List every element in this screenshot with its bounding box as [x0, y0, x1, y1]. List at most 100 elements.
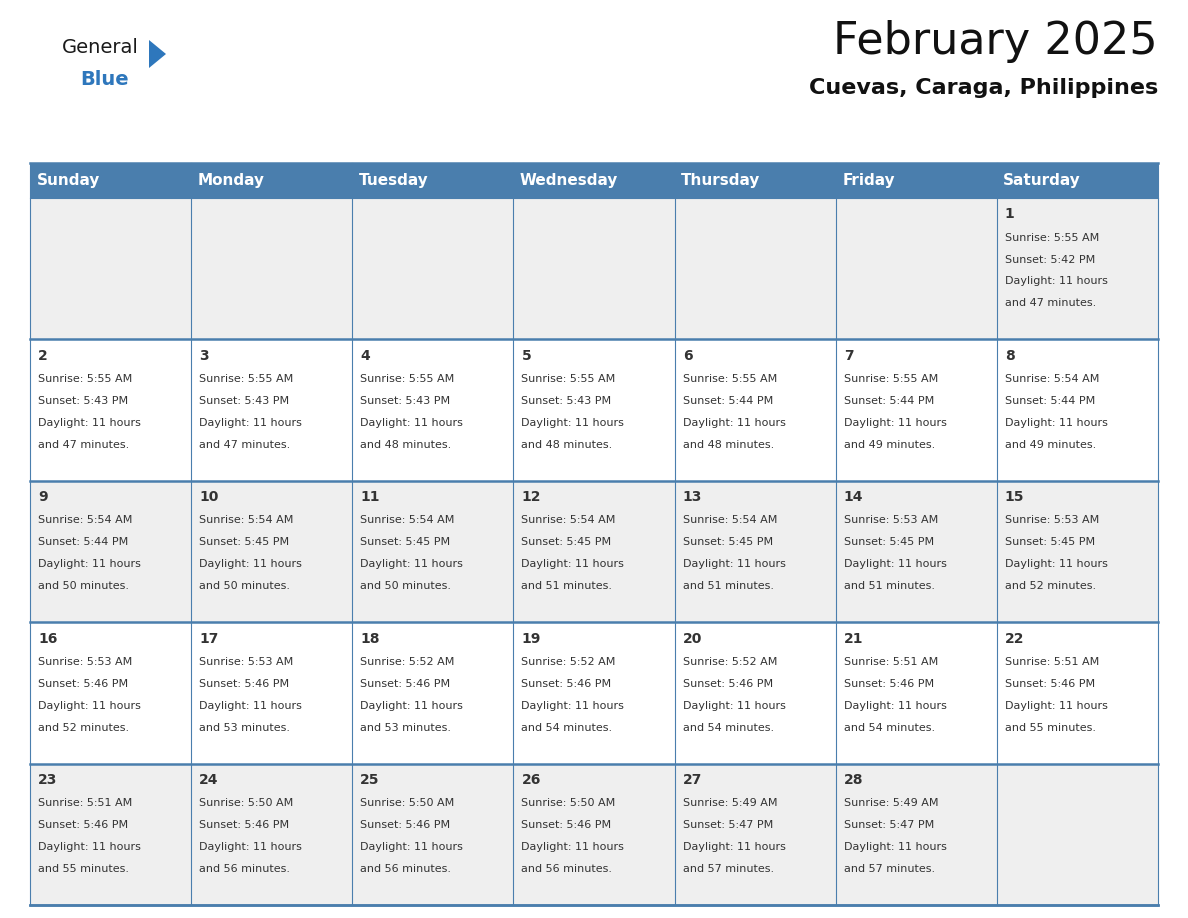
Text: Daylight: 11 hours: Daylight: 11 hours — [683, 418, 785, 428]
Text: Saturday: Saturday — [1004, 173, 1081, 188]
Bar — [353, 622, 513, 764]
Text: Sunrise: 5:55 AM: Sunrise: 5:55 AM — [683, 374, 777, 384]
Text: and 50 minutes.: and 50 minutes. — [360, 581, 451, 591]
Text: 23: 23 — [38, 773, 57, 787]
Text: Sunset: 5:43 PM: Sunset: 5:43 PM — [200, 396, 290, 406]
Text: 18: 18 — [360, 632, 380, 645]
Bar — [675, 340, 835, 481]
Text: Sunrise: 5:50 AM: Sunrise: 5:50 AM — [360, 799, 455, 808]
Text: Sunset: 5:44 PM: Sunset: 5:44 PM — [1005, 396, 1095, 406]
Text: Daylight: 11 hours: Daylight: 11 hours — [683, 842, 785, 852]
Text: Daylight: 11 hours: Daylight: 11 hours — [1005, 559, 1107, 569]
Bar — [353, 163, 513, 198]
Text: Sunset: 5:44 PM: Sunset: 5:44 PM — [38, 537, 128, 547]
Text: 21: 21 — [843, 632, 864, 645]
Bar — [191, 340, 353, 481]
Bar — [835, 481, 997, 622]
Bar — [835, 340, 997, 481]
Text: General: General — [62, 38, 139, 57]
Text: Sunrise: 5:54 AM: Sunrise: 5:54 AM — [683, 515, 777, 525]
Text: Sunrise: 5:54 AM: Sunrise: 5:54 AM — [1005, 374, 1099, 384]
Text: and 56 minutes.: and 56 minutes. — [200, 864, 290, 874]
Text: Sunset: 5:44 PM: Sunset: 5:44 PM — [683, 396, 773, 406]
Text: Sunset: 5:45 PM: Sunset: 5:45 PM — [522, 537, 612, 547]
Bar — [30, 622, 191, 764]
Text: Daylight: 11 hours: Daylight: 11 hours — [1005, 276, 1107, 286]
Text: Sunset: 5:46 PM: Sunset: 5:46 PM — [683, 678, 772, 688]
Text: Daylight: 11 hours: Daylight: 11 hours — [360, 700, 463, 711]
Text: 17: 17 — [200, 632, 219, 645]
Text: and 47 minutes.: and 47 minutes. — [38, 440, 129, 450]
Text: Daylight: 11 hours: Daylight: 11 hours — [38, 700, 141, 711]
Text: Daylight: 11 hours: Daylight: 11 hours — [1005, 418, 1107, 428]
Bar — [30, 481, 191, 622]
Bar — [997, 622, 1158, 764]
Bar — [513, 481, 675, 622]
Text: Daylight: 11 hours: Daylight: 11 hours — [360, 559, 463, 569]
Text: and 54 minutes.: and 54 minutes. — [522, 722, 613, 733]
Text: 20: 20 — [683, 632, 702, 645]
Bar — [675, 764, 835, 905]
Text: and 55 minutes.: and 55 minutes. — [38, 864, 129, 874]
Bar — [30, 163, 191, 198]
Bar — [997, 163, 1158, 198]
Text: Daylight: 11 hours: Daylight: 11 hours — [38, 418, 141, 428]
Text: Daylight: 11 hours: Daylight: 11 hours — [522, 559, 625, 569]
Text: and 49 minutes.: and 49 minutes. — [843, 440, 935, 450]
Bar — [513, 622, 675, 764]
Text: 1: 1 — [1005, 207, 1015, 221]
Text: Sunset: 5:43 PM: Sunset: 5:43 PM — [522, 396, 612, 406]
Text: Sunrise: 5:53 AM: Sunrise: 5:53 AM — [1005, 515, 1099, 525]
Text: and 49 minutes.: and 49 minutes. — [1005, 440, 1097, 450]
Bar — [997, 481, 1158, 622]
Text: 3: 3 — [200, 349, 209, 363]
Text: Sunset: 5:46 PM: Sunset: 5:46 PM — [522, 820, 612, 830]
Bar — [353, 481, 513, 622]
Bar — [353, 198, 513, 340]
Text: 4: 4 — [360, 349, 371, 363]
Text: Daylight: 11 hours: Daylight: 11 hours — [360, 418, 463, 428]
Text: and 55 minutes.: and 55 minutes. — [1005, 722, 1095, 733]
Bar — [675, 481, 835, 622]
Text: and 54 minutes.: and 54 minutes. — [843, 722, 935, 733]
Text: and 50 minutes.: and 50 minutes. — [38, 581, 129, 591]
Text: Daylight: 11 hours: Daylight: 11 hours — [200, 700, 302, 711]
Bar — [353, 340, 513, 481]
Text: Sunrise: 5:55 AM: Sunrise: 5:55 AM — [522, 374, 615, 384]
Text: 26: 26 — [522, 773, 541, 787]
Text: Sunset: 5:46 PM: Sunset: 5:46 PM — [843, 678, 934, 688]
Text: Sunset: 5:45 PM: Sunset: 5:45 PM — [200, 537, 290, 547]
Text: and 47 minutes.: and 47 minutes. — [1005, 298, 1097, 308]
Text: Friday: Friday — [842, 173, 895, 188]
Bar — [513, 764, 675, 905]
Text: Sunset: 5:44 PM: Sunset: 5:44 PM — [843, 396, 934, 406]
Text: 13: 13 — [683, 490, 702, 504]
Text: Sunrise: 5:51 AM: Sunrise: 5:51 AM — [843, 657, 939, 666]
Text: Sunrise: 5:52 AM: Sunrise: 5:52 AM — [522, 657, 615, 666]
Text: Sunset: 5:45 PM: Sunset: 5:45 PM — [683, 537, 772, 547]
Text: Sunset: 5:45 PM: Sunset: 5:45 PM — [1005, 537, 1095, 547]
Text: 11: 11 — [360, 490, 380, 504]
Bar — [513, 340, 675, 481]
Text: Sunrise: 5:49 AM: Sunrise: 5:49 AM — [683, 799, 777, 808]
Bar — [30, 340, 191, 481]
Text: Daylight: 11 hours: Daylight: 11 hours — [200, 559, 302, 569]
Bar — [997, 340, 1158, 481]
Text: Daylight: 11 hours: Daylight: 11 hours — [1005, 700, 1107, 711]
Bar — [835, 622, 997, 764]
Text: 22: 22 — [1005, 632, 1024, 645]
Text: Daylight: 11 hours: Daylight: 11 hours — [38, 842, 141, 852]
Text: 25: 25 — [360, 773, 380, 787]
Text: Sunrise: 5:54 AM: Sunrise: 5:54 AM — [38, 515, 132, 525]
Text: Daylight: 11 hours: Daylight: 11 hours — [200, 842, 302, 852]
Text: Sunrise: 5:49 AM: Sunrise: 5:49 AM — [843, 799, 939, 808]
Text: Sunrise: 5:53 AM: Sunrise: 5:53 AM — [843, 515, 939, 525]
Text: Daylight: 11 hours: Daylight: 11 hours — [843, 559, 947, 569]
Text: Daylight: 11 hours: Daylight: 11 hours — [843, 418, 947, 428]
Text: and 57 minutes.: and 57 minutes. — [843, 864, 935, 874]
Text: Sunset: 5:46 PM: Sunset: 5:46 PM — [522, 678, 612, 688]
Text: Sunrise: 5:50 AM: Sunrise: 5:50 AM — [522, 799, 615, 808]
Text: Blue: Blue — [80, 70, 128, 89]
Text: Sunrise: 5:54 AM: Sunrise: 5:54 AM — [360, 515, 455, 525]
Text: Daylight: 11 hours: Daylight: 11 hours — [38, 559, 141, 569]
